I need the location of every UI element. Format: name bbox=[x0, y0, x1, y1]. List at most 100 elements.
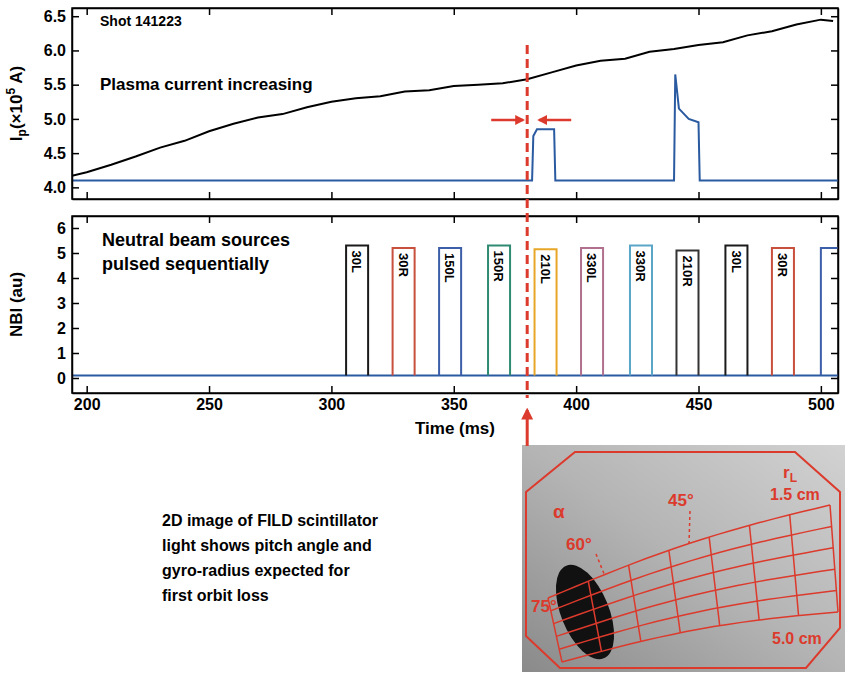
tick-label: 5.5 bbox=[44, 76, 66, 93]
tick-mark bbox=[831, 278, 838, 280]
tick bbox=[576, 216, 577, 223]
pulse-label: 210L bbox=[538, 254, 553, 284]
y-axis-right bbox=[831, 217, 839, 394]
tick bbox=[831, 85, 838, 86]
tick: 1 bbox=[57, 345, 79, 362]
caption: 2D image of FILD scintillator bbox=[162, 512, 378, 529]
tick-label: 3 bbox=[57, 295, 66, 312]
tick-mark bbox=[831, 153, 838, 155]
pitch-grid-line bbox=[629, 565, 641, 641]
tick-mark bbox=[72, 278, 79, 280]
tick-mark bbox=[831, 378, 838, 380]
tick bbox=[699, 192, 700, 199]
tick-mark bbox=[209, 8, 211, 15]
tick bbox=[831, 153, 838, 154]
pitch-grid-line bbox=[669, 550, 680, 632]
tick: 5.5 bbox=[44, 76, 79, 93]
tick-mark bbox=[86, 216, 88, 223]
tick-mark bbox=[86, 8, 88, 15]
image-label: 45° bbox=[668, 491, 694, 510]
tick bbox=[831, 303, 838, 304]
tick-mark bbox=[831, 16, 838, 18]
y-axis-title-sub: p bbox=[15, 129, 29, 136]
tick-mark bbox=[72, 187, 79, 189]
tick bbox=[454, 192, 455, 199]
tick bbox=[454, 8, 455, 15]
scintillator-outline bbox=[526, 452, 840, 668]
tick-mark bbox=[72, 303, 79, 305]
plot-marks bbox=[72, 246, 838, 376]
series-line bbox=[393, 248, 415, 376]
tick-label: 2 bbox=[57, 320, 66, 337]
tick-mark bbox=[821, 8, 823, 15]
tick-mark bbox=[831, 253, 838, 255]
tick-label: 450 bbox=[686, 396, 713, 413]
leader-line bbox=[596, 554, 604, 575]
pitch-grid-line bbox=[830, 505, 838, 612]
plot-marks bbox=[72, 20, 838, 181]
tick: 3 bbox=[57, 295, 79, 312]
pitch-grid-line bbox=[709, 537, 720, 626]
tick-mark bbox=[698, 386, 700, 393]
tick bbox=[87, 216, 88, 223]
x-axis-title: Time (ms) bbox=[415, 419, 495, 438]
axis-line bbox=[73, 216, 839, 218]
tick bbox=[831, 278, 838, 279]
tick-label: 5.0 bbox=[44, 111, 66, 128]
tick: 0 bbox=[57, 370, 79, 387]
tick-mark bbox=[821, 216, 823, 223]
image-label: 60° bbox=[566, 535, 592, 554]
tick: 5.0 bbox=[44, 111, 79, 128]
tick: 6.5 bbox=[44, 8, 79, 25]
tick-mark bbox=[209, 386, 211, 393]
tick bbox=[699, 8, 700, 15]
tick bbox=[831, 16, 838, 17]
tick bbox=[831, 50, 838, 51]
tick bbox=[331, 216, 332, 223]
tick: 500 bbox=[808, 386, 835, 413]
series-line bbox=[581, 248, 603, 376]
y-axis-title-part: (×10 bbox=[7, 95, 26, 130]
tick-mark bbox=[331, 216, 333, 223]
series-line bbox=[535, 249, 557, 375]
gyroradius-grid-line bbox=[556, 569, 834, 636]
axis-line bbox=[838, 9, 840, 200]
interval-arrow bbox=[539, 119, 571, 122]
tick: 2 bbox=[57, 320, 79, 337]
y-axis-title-part: A) bbox=[7, 66, 26, 88]
tick-mark bbox=[831, 303, 838, 305]
annotation: Shot 141223 bbox=[100, 13, 182, 29]
tick: 5 bbox=[57, 245, 79, 262]
tick: 450 bbox=[686, 386, 713, 413]
series-line bbox=[630, 246, 652, 376]
tick: 4 bbox=[57, 270, 79, 287]
series-line bbox=[72, 20, 833, 176]
series-line bbox=[772, 248, 794, 376]
tick-label: 300 bbox=[319, 396, 346, 413]
tick-mark bbox=[576, 192, 578, 199]
tick bbox=[209, 216, 210, 223]
tick-mark bbox=[576, 386, 578, 393]
pulse-label: 330R bbox=[633, 251, 648, 283]
tick-mark bbox=[209, 216, 211, 223]
series-line bbox=[676, 251, 698, 376]
tick-mark bbox=[831, 353, 838, 355]
series-line bbox=[488, 246, 510, 376]
tick: 6 bbox=[57, 220, 79, 237]
tick bbox=[331, 8, 332, 15]
axis-line bbox=[838, 217, 840, 394]
pulse-label: 330L bbox=[584, 253, 599, 283]
plot-frame bbox=[72, 216, 838, 393]
image-background bbox=[522, 445, 845, 672]
series-line bbox=[346, 246, 368, 376]
y-axis: 4.04.55.05.56.06.5 bbox=[44, 8, 79, 200]
gyroradius-grid-line bbox=[548, 505, 830, 598]
tick bbox=[576, 8, 577, 15]
image-label: 1.5 cm bbox=[770, 486, 820, 503]
tick-mark bbox=[72, 378, 79, 380]
tick-mark bbox=[86, 192, 88, 199]
tick-mark bbox=[72, 119, 79, 121]
tick-label: 5 bbox=[57, 245, 66, 262]
tick bbox=[821, 192, 822, 199]
tick-mark bbox=[698, 8, 700, 15]
